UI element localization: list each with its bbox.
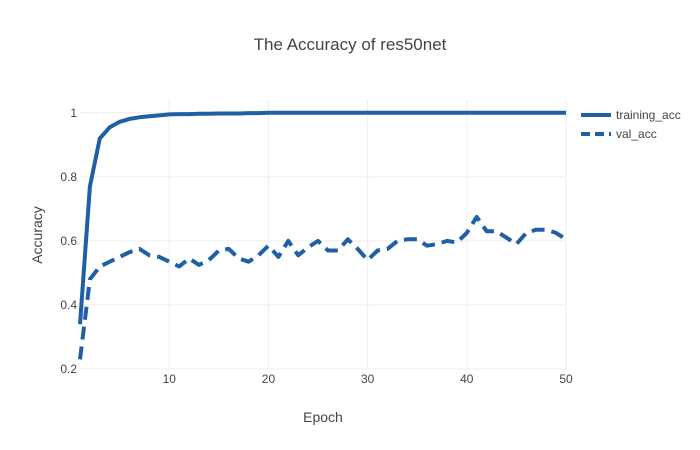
x-tick-label: 30 bbox=[361, 372, 375, 386]
series-line-val-acc bbox=[78, 214, 568, 360]
x-tick-label: 20 bbox=[262, 372, 276, 386]
y-tick-label: 0.4 bbox=[60, 298, 77, 312]
legend: training_acc val_acc bbox=[581, 108, 681, 141]
x-tick-label: 50 bbox=[559, 372, 573, 386]
y-axis-title: Accuracy bbox=[29, 206, 45, 264]
series-line-training-acc bbox=[78, 110, 566, 325]
chart-title: The Accuracy of res50net bbox=[254, 35, 447, 54]
tick-layer: 10 20 30 40 50 0.2 0.4 0.6 0.8 1 bbox=[60, 106, 573, 386]
x-axis-title: Epoch bbox=[303, 409, 343, 425]
series-layer bbox=[78, 110, 568, 360]
y-tick-label: 0.2 bbox=[60, 362, 77, 376]
legend-label-training-acc: training_acc bbox=[616, 108, 681, 122]
grid-layer bbox=[80, 100, 567, 370]
x-tick-label: 40 bbox=[460, 372, 474, 386]
legend-label-val-acc: val_acc bbox=[616, 127, 657, 141]
y-tick-label: 0.8 bbox=[60, 170, 77, 184]
y-tick-label: 1 bbox=[70, 106, 77, 120]
x-tick-label: 10 bbox=[163, 372, 177, 386]
y-tick-label: 0.6 bbox=[60, 234, 77, 248]
